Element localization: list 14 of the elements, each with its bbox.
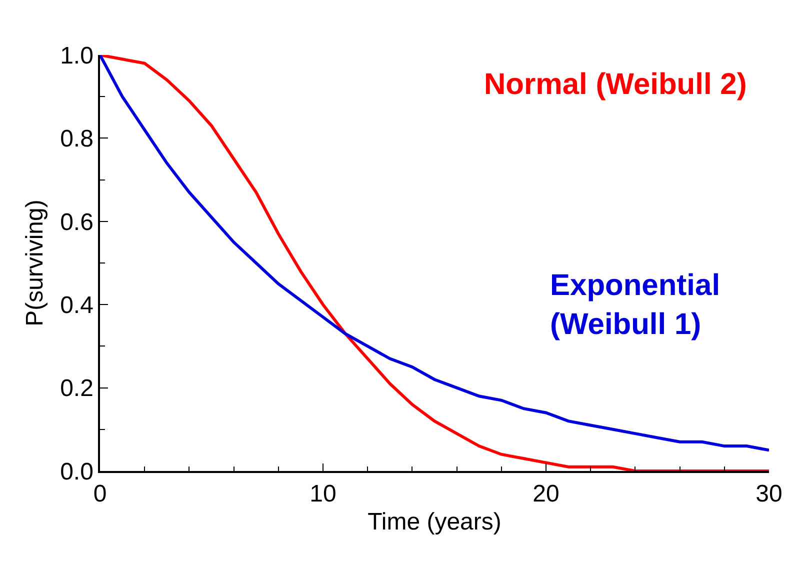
y-tick-label: 0.2	[60, 375, 94, 402]
text: Normal (Weibull 2)	[484, 68, 747, 101]
x-axis-title: Time (years)	[368, 508, 502, 536]
y-tick-label: 0.8	[60, 126, 94, 153]
y-tick-label: 0.0	[60, 458, 94, 486]
y-tick-label: 0.6	[60, 208, 94, 236]
x-tick-label: 10	[310, 480, 336, 508]
x-tick-label: 20	[532, 480, 560, 508]
x-tick-label: 0	[93, 480, 107, 508]
y-axis-title: P(surviving)	[22, 200, 49, 326]
text: Exponential (Weibull 1)	[550, 269, 720, 341]
y-tick-label: 1.0	[60, 42, 94, 70]
y-tick-label: 0.4	[60, 292, 94, 319]
x-tick-label: 30	[756, 480, 782, 508]
